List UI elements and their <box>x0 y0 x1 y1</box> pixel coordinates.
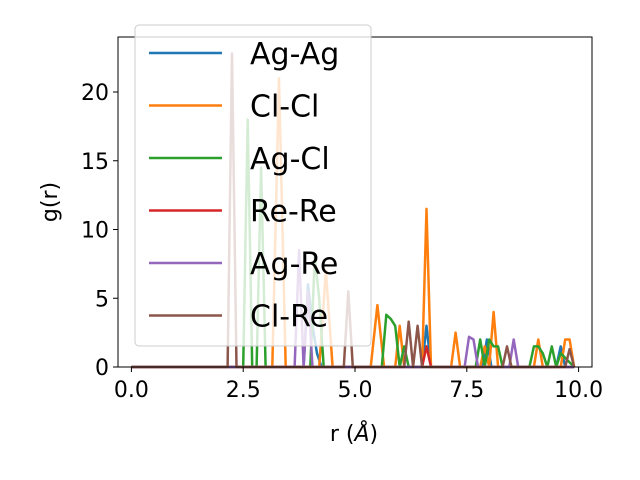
legend-box <box>134 24 372 347</box>
y-tick-label: 15 <box>81 150 109 175</box>
legend-label: Ag-Re <box>250 247 338 282</box>
x-tick-label: 7.5 <box>449 378 484 403</box>
legend-label: Cl-Re <box>250 300 328 335</box>
ticks: 0.0 2.5 5.0 7.5 10.0 0 5 10 15 20 <box>81 81 603 403</box>
y-axis-label: g(r) <box>38 182 63 222</box>
y-tick-label: 5 <box>95 287 109 312</box>
x-tick-label: 10.0 <box>554 378 603 403</box>
legend-label: Cl-Cl <box>250 90 319 125</box>
legend-label: Re-Re <box>250 195 337 230</box>
legend-label: Ag-Ag <box>250 37 339 72</box>
x-tick-label: 0.0 <box>114 378 149 403</box>
x-tick-label: 5.0 <box>338 378 373 403</box>
y-tick-label: 20 <box>81 81 109 106</box>
y-tick-label: 10 <box>81 219 109 244</box>
x-axis-label: r (Å) <box>330 420 378 447</box>
y-tick-label: 0 <box>95 356 109 381</box>
legend: Ag-Ag Cl-Cl Ag-Cl Re-Re Ag-Re Cl-Re <box>134 24 372 347</box>
x-tick-label: 2.5 <box>226 378 261 403</box>
legend-label: Ag-Cl <box>250 142 330 177</box>
